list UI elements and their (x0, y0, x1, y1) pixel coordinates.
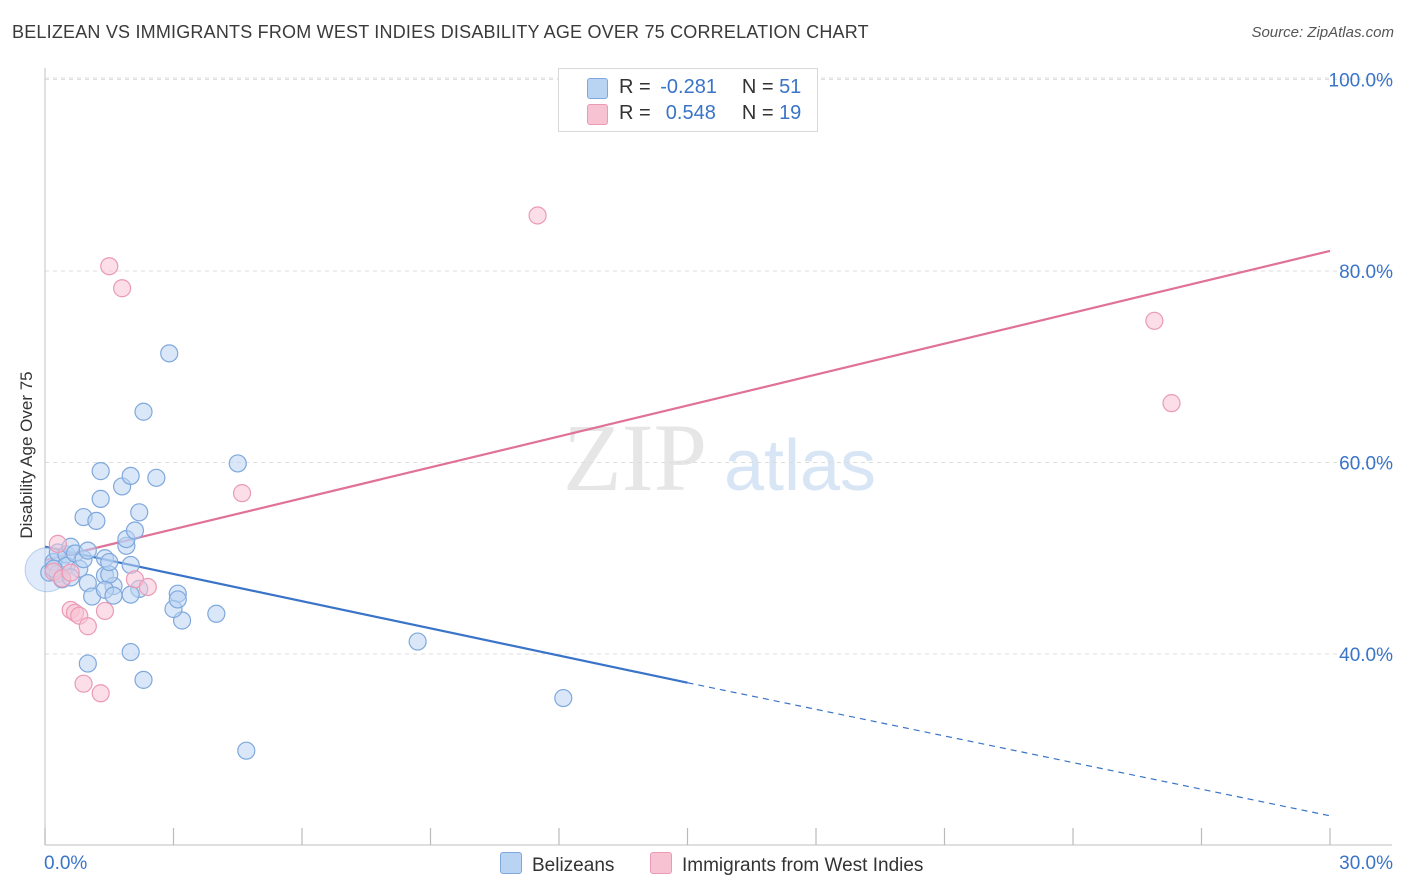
bottom-legend-west-indies: Immigrants from West Indies (650, 852, 923, 877)
west-indies-point (528, 206, 547, 225)
chart-title: BELIZEAN VS IMMIGRANTS FROM WEST INDIES … (12, 22, 869, 42)
belizean-point (228, 454, 247, 473)
y-tick-label: 100.0% (1329, 71, 1394, 92)
legend-label: Belizeans (532, 855, 615, 876)
data-points (24, 206, 1181, 760)
belizean-point (408, 632, 427, 651)
n-label: N = (741, 76, 774, 98)
belizean-point (134, 670, 153, 689)
west-indies-point (1145, 311, 1164, 330)
watermark-atlas: atlas (724, 426, 876, 506)
west-indies-trend-line (44, 249, 1331, 562)
r-label: R = (619, 102, 651, 124)
belizean-point (78, 541, 97, 560)
belizean-point (130, 503, 149, 522)
y-tick-label: 80.0% (1339, 262, 1393, 283)
belizean-point (91, 489, 110, 508)
west-indies-point (112, 279, 132, 298)
source-label: Source: ZipAtlas.com (1251, 24, 1394, 41)
belizean-point (168, 590, 187, 609)
west-indies-point (95, 601, 115, 621)
trend-lines (44, 249, 1331, 817)
belizean-point (100, 552, 119, 572)
legend-swatch-blue (500, 852, 522, 874)
belizean-trend-line (44, 545, 688, 684)
belizean-point (160, 344, 179, 363)
west-indies-point (1162, 394, 1181, 413)
y-axis-label: Disability Age Over 75 (17, 371, 36, 539)
belizean-trend-extension (687, 682, 1331, 817)
west-indies-point (91, 684, 110, 703)
watermark-zip: ZIP (563, 404, 707, 511)
belizean-point (237, 741, 256, 760)
correlation-legend: R = -0.281 N = 51 R = 0.548 N = 19 (558, 68, 818, 132)
west-indies-point (232, 484, 252, 503)
n-label: N = (741, 102, 774, 124)
belizean-point (104, 586, 123, 605)
gridlines (45, 77, 1392, 655)
belizean-point (554, 688, 573, 708)
r-value: 0.548 (660, 102, 716, 124)
legend-label: Immigrants from West Indies (682, 855, 924, 876)
west-indies-point (48, 534, 67, 553)
belizean-point (147, 468, 166, 487)
belizean-point (78, 654, 97, 673)
axes (44, 68, 1392, 846)
west-indies-point (78, 617, 97, 636)
watermark: ZIP atlas (563, 404, 876, 511)
r-value: -0.281 (660, 76, 717, 98)
legend-swatch-blue (587, 78, 608, 99)
belizean-point (207, 604, 226, 623)
bottom-legend-belizeans: Belizeans (500, 852, 614, 877)
west-indies-point (61, 563, 80, 582)
r-label: R = (619, 76, 651, 98)
west-indies-point (74, 674, 93, 693)
y-tick-label: 40.0% (1339, 645, 1393, 666)
tick-labels: 40.0% 60.0% 80.0% 100.0% 0.0% 30.0% (44, 71, 1393, 875)
n-value: 19 (779, 102, 802, 124)
n-value: 51 (779, 76, 802, 98)
belizean-point (91, 462, 110, 481)
x-tick-label: 0.0% (44, 853, 87, 874)
legend-swatch-pink (650, 852, 672, 874)
belizean-point (87, 511, 106, 531)
y-tick-label: 60.0% (1339, 454, 1393, 475)
belizean-point (121, 585, 140, 604)
west-indies-point (100, 257, 119, 276)
x-tick-label: 30.0% (1339, 853, 1393, 874)
belizean-point (121, 642, 140, 662)
west-indies-point (138, 577, 157, 597)
legend-swatch-pink (587, 104, 608, 125)
belizean-point (125, 521, 145, 540)
belizean-point (121, 466, 140, 486)
belizean-point (134, 402, 153, 421)
